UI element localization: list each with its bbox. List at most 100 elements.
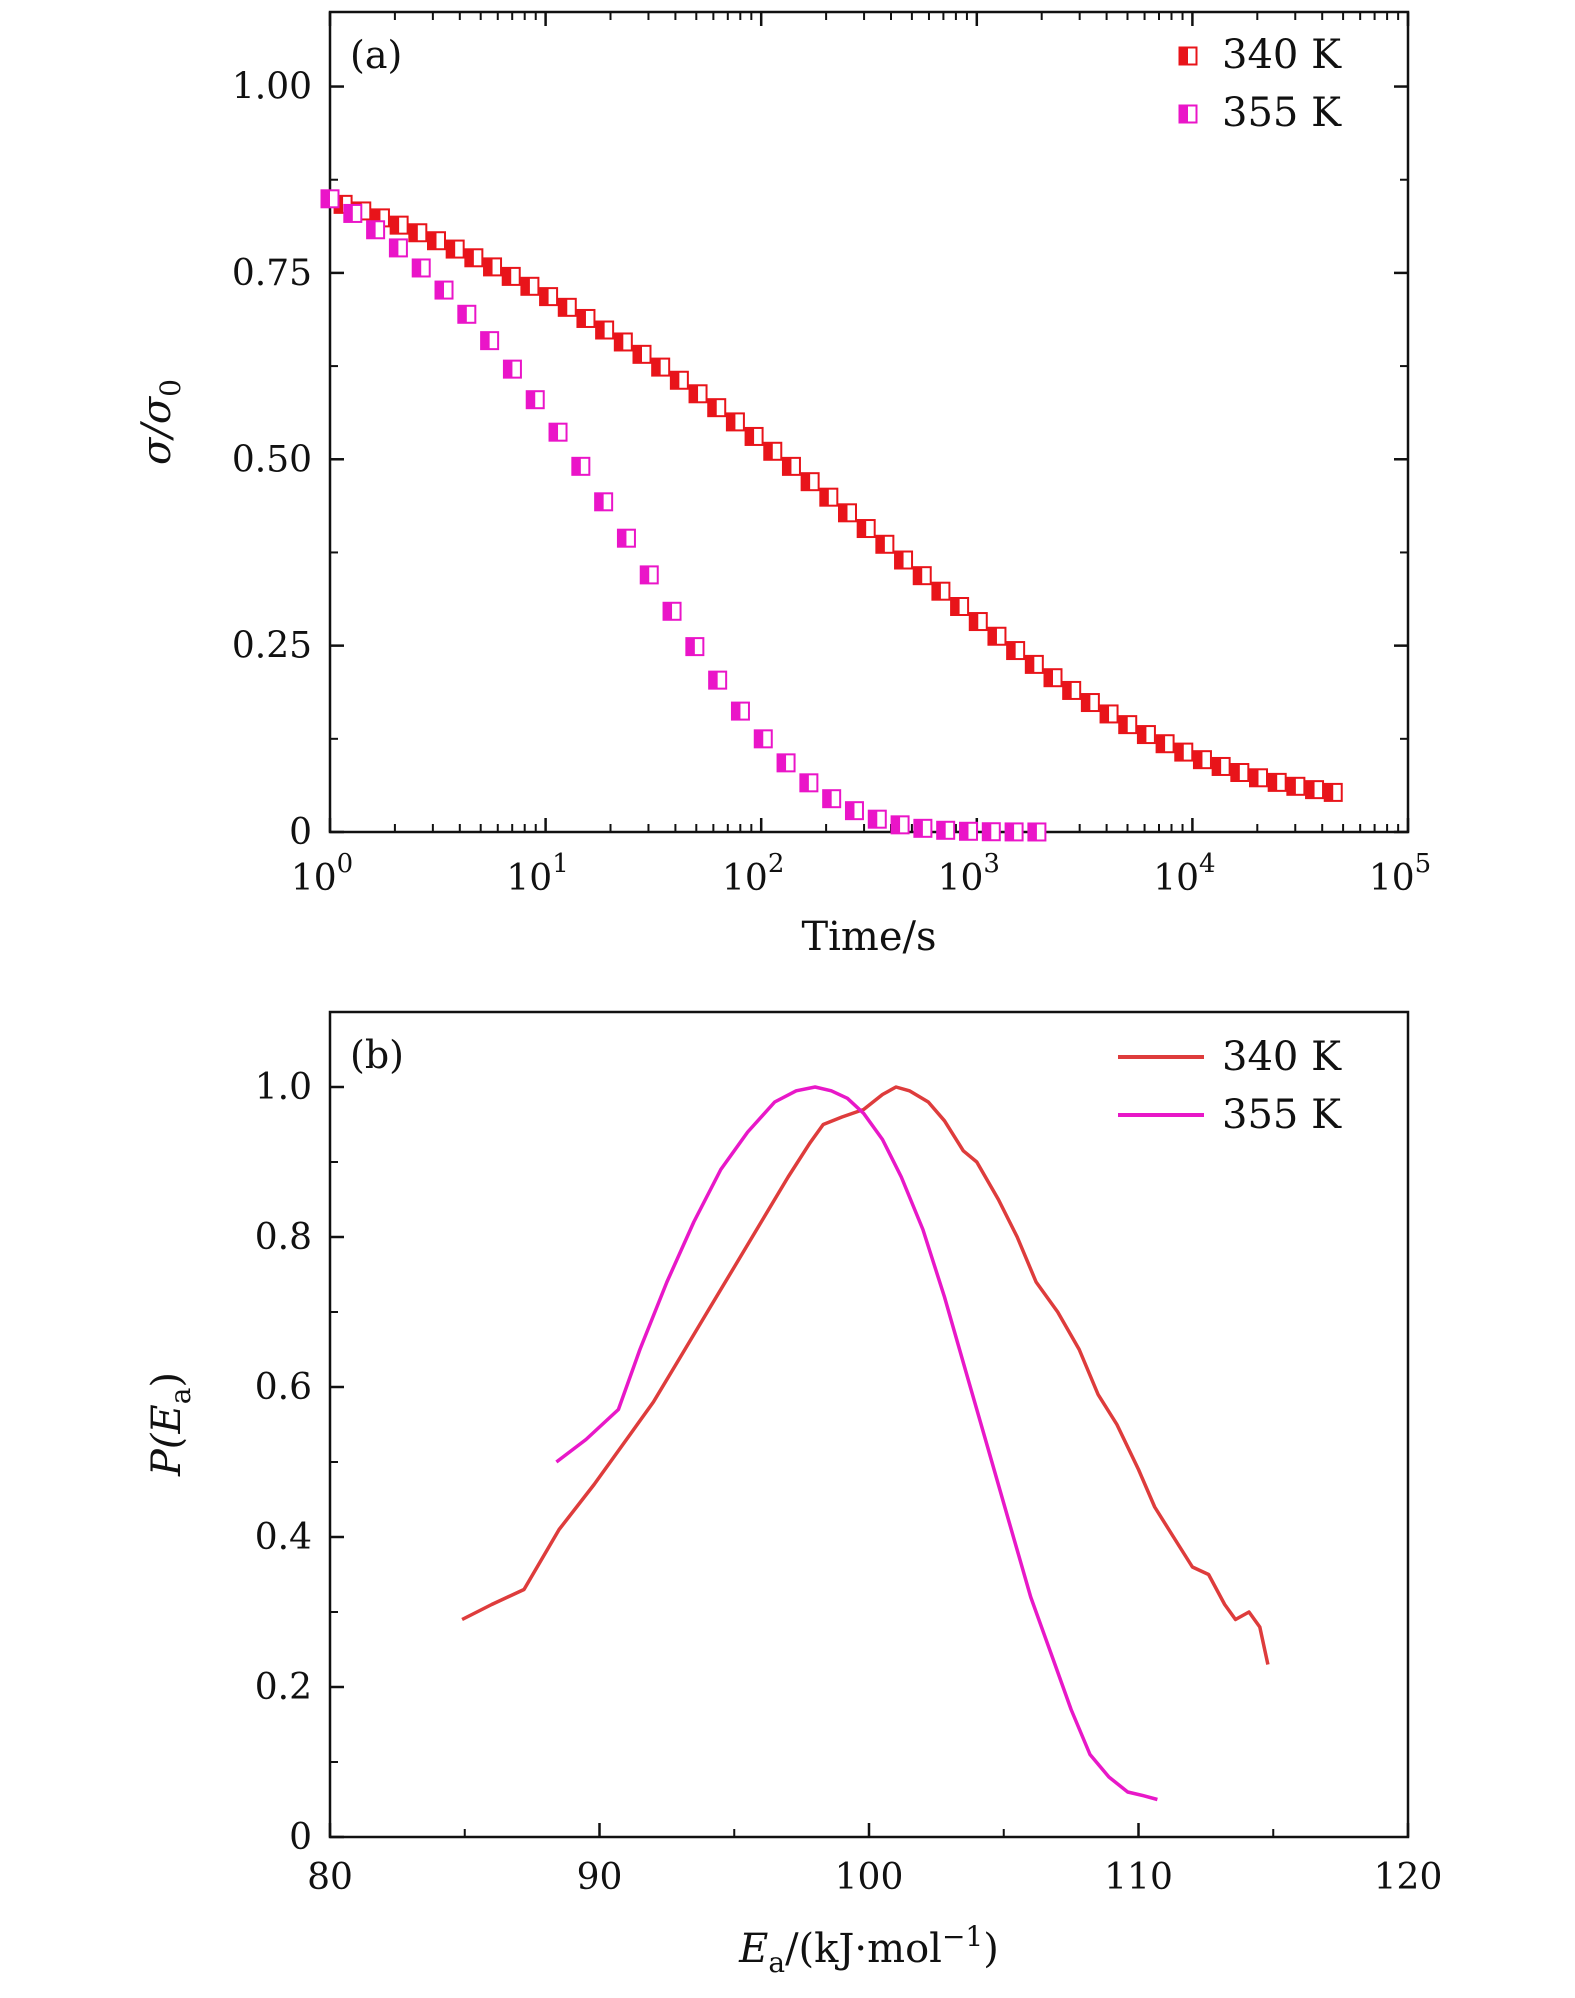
data-point-340k [1286,776,1306,796]
data-point-340k [1080,693,1100,713]
series-line-340k [461,1085,1270,1665]
data-point-340k [1323,782,1343,802]
data-point-355k [844,801,864,821]
panel-b-data-lines [461,1085,1270,1802]
data-point-340k [1099,704,1119,724]
data-point-355k [708,670,728,690]
data-point-355k [457,304,477,324]
data-point-355k [639,565,659,585]
data-point-355k [343,203,363,223]
panel-a-y-axis-label-sub: 0 [154,379,187,397]
data-point-340k [1267,772,1287,792]
data-point-355k [753,729,773,749]
data-point-355k [480,331,500,351]
data-point-355k [571,456,591,476]
data-point-355k [411,258,431,278]
panel-a-legend: 340 K 355 K [1178,32,1342,136]
legend-marker-340k [1178,46,1198,66]
data-point-355k [1027,822,1047,842]
data-point-340k [1249,768,1269,788]
panel-b-x-axis-label-sub: a [768,1946,785,1979]
panel-b-label: (b) [350,1033,404,1077]
data-point-340k [1118,715,1138,735]
panel-a-x-axis-label: Time/s [801,914,936,960]
data-point-355k [366,220,386,240]
series-line-355k [555,1085,1158,1802]
data-point-340k [1136,725,1156,745]
b-y-tick-label: 0.2 [255,1667,312,1708]
data-point-355k [685,637,705,657]
data-point-355k [890,815,910,835]
data-point-340k [389,215,409,235]
data-point-340k [651,357,671,377]
data-point-355k [776,753,796,773]
data-point-340k [912,566,932,586]
data-point-340k [501,266,521,286]
data-point-340k [1211,756,1231,776]
data-point-355k [913,818,933,838]
panel-b-y-axis-label-pre: P( [144,1432,190,1477]
data-point-340k [725,412,745,432]
data-point-355k [799,773,819,793]
data-point-340k [1062,680,1082,700]
data-point-355k [822,789,842,809]
a-x-tick-label-base: 10 [938,858,984,899]
panel-a-y-axis-label-main: σ/σ [134,395,180,465]
a-y-tick-label: 1.00 [232,67,312,108]
data-point-340k [781,456,801,476]
data-point-355k [548,422,568,442]
data-point-340k [838,503,858,523]
data-point-355k [525,390,545,410]
b-x-tick-label: 90 [577,1857,623,1898]
data-point-340k [595,320,615,340]
data-point-340k [950,597,970,617]
a-y-tick-label: 0.50 [232,439,312,480]
panel-b-x-axis-label-main: E [738,1926,768,1972]
data-point-355k [594,492,614,512]
b-y-tick-label: 0 [289,1817,312,1858]
data-point-340k [968,612,988,632]
data-point-340k [464,248,484,268]
data-point-340k [1043,668,1063,688]
data-point-340k [875,534,895,554]
data-point-340k [669,370,689,390]
panel-a-label: (a) [350,33,402,77]
panel-b-x-axis-label: Ea/(kJ·mol−1) [738,1920,999,1979]
a-x-tick-label-base: 10 [722,858,768,899]
data-point-340k [819,487,839,507]
data-point-355k [662,601,682,621]
data-point-340k [483,257,503,277]
data-point-355k [936,820,956,840]
data-point-340k [763,441,783,461]
b-x-tick-label: 120 [1374,1857,1443,1898]
data-point-340k [1192,750,1212,770]
data-point-340k [1155,734,1175,754]
panel-b-tick-labels: 80 90 100 110 120 0 0.2 0.4 0.6 0.8 1.0 [255,1067,1443,1898]
panel-b-x-axis-label-close: ) [983,1926,999,1972]
legend-label-340k-b: 340 K [1222,1034,1342,1080]
data-point-355k [958,821,978,841]
data-point-340k [1006,641,1026,661]
data-point-340k [1024,654,1044,674]
data-point-340k [856,519,876,539]
data-point-340k [744,426,764,446]
a-x-tick-label: 101 [506,849,568,899]
data-point-355k [502,359,522,379]
a-x-tick-label-exp: 3 [983,849,1000,879]
data-point-340k [800,472,820,492]
b-x-tick-label: 100 [835,1857,904,1898]
a-x-tick-label-exp: 4 [1199,849,1216,879]
data-point-355k [867,809,887,829]
data-point-340k [557,297,577,317]
data-point-355k [320,189,340,209]
a-x-tick-label-exp: 0 [337,849,354,879]
data-point-340k [426,231,446,251]
legend-label-340k: 340 K [1222,32,1342,78]
data-point-340k [408,223,428,243]
b-x-tick-label: 80 [307,1857,353,1898]
panel-b-x-axis-label-sup: −1 [942,1920,983,1953]
